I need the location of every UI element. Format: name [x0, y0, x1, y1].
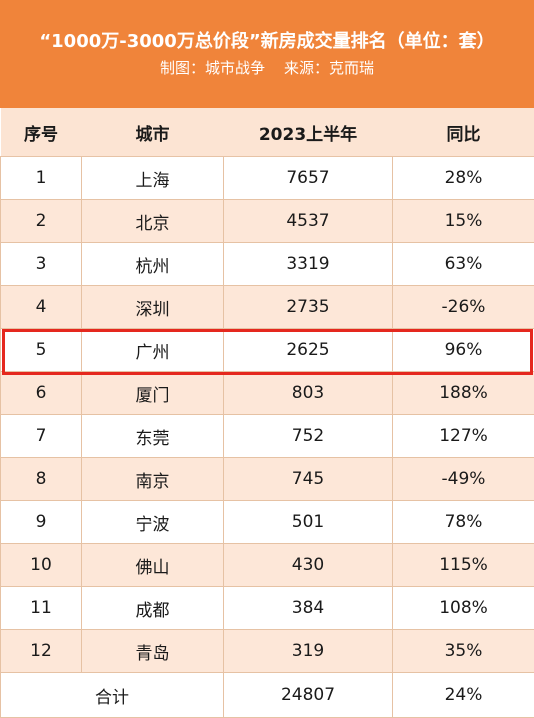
cell-yoy: -49% — [393, 458, 534, 501]
cell-rank: 11 — [1, 587, 82, 630]
cell-rank: 5 — [1, 329, 82, 372]
table-row: 12 青岛 319 35% — [1, 630, 534, 673]
cell-volume: 803 — [224, 372, 393, 415]
cell-volume: 752 — [224, 415, 393, 458]
table-row: 7 东莞 752 127% — [1, 415, 534, 458]
cell-rank: 6 — [1, 372, 82, 415]
cell-rank: 10 — [1, 544, 82, 587]
cell-city: 广州 — [82, 329, 224, 372]
total-yoy: 24% — [393, 673, 534, 718]
cell-rank: 9 — [1, 501, 82, 544]
column-header-yoy: 同比 — [393, 108, 534, 157]
cell-yoy: -26% — [393, 286, 534, 329]
cell-yoy: 127% — [393, 415, 534, 458]
table-total-row: 合计 24807 24% — [1, 673, 534, 718]
cell-city: 佛山 — [82, 544, 224, 587]
cell-city: 青岛 — [82, 630, 224, 673]
cell-rank: 12 — [1, 630, 82, 673]
header-banner: “1000万-3000万总价段”新房成交量排名（单位：套） 制图：城市战争 来源… — [0, 0, 534, 108]
table-header-row: 序号 城市 2023上半年 同比 — [1, 108, 534, 157]
table-row: 8 南京 745 -49% — [1, 458, 534, 501]
table-row: 10 佛山 430 115% — [1, 544, 534, 587]
cell-volume: 7657 — [224, 157, 393, 200]
page-subtitle: 制图：城市战争 来源：克而瑞 — [0, 58, 534, 78]
cell-yoy: 188% — [393, 372, 534, 415]
cell-city: 深圳 — [82, 286, 224, 329]
cell-yoy: 63% — [393, 243, 534, 286]
cell-yoy: 108% — [393, 587, 534, 630]
table-row: 9 宁波 501 78% — [1, 501, 534, 544]
cell-rank: 1 — [1, 157, 82, 200]
table-row: 4 深圳 2735 -26% — [1, 286, 534, 329]
cell-volume: 2625 — [224, 329, 393, 372]
table-row: 11 成都 384 108% — [1, 587, 534, 630]
cell-yoy: 15% — [393, 200, 534, 243]
column-header-city: 城市 — [82, 108, 224, 157]
ranking-table: 序号 城市 2023上半年 同比 1 上海 7657 28% 2 北京 4537… — [0, 108, 534, 718]
cell-rank: 7 — [1, 415, 82, 458]
total-label: 合计 — [1, 673, 224, 718]
column-header-rank: 序号 — [1, 108, 82, 157]
cell-city: 南京 — [82, 458, 224, 501]
table-row: 6 厦门 803 188% — [1, 372, 534, 415]
cell-city: 厦门 — [82, 372, 224, 415]
total-volume: 24807 — [224, 673, 393, 718]
cell-city: 上海 — [82, 157, 224, 200]
cell-city: 东莞 — [82, 415, 224, 458]
cell-rank: 2 — [1, 200, 82, 243]
cell-volume: 430 — [224, 544, 393, 587]
cell-volume: 501 — [224, 501, 393, 544]
cell-volume: 745 — [224, 458, 393, 501]
cell-yoy: 96% — [393, 329, 534, 372]
column-header-volume: 2023上半年 — [224, 108, 393, 157]
cell-volume: 384 — [224, 587, 393, 630]
cell-rank: 4 — [1, 286, 82, 329]
table-row: 1 上海 7657 28% — [1, 157, 534, 200]
table-row: 3 杭州 3319 63% — [1, 243, 534, 286]
table-row: 2 北京 4537 15% — [1, 200, 534, 243]
cell-yoy: 35% — [393, 630, 534, 673]
cell-volume: 3319 — [224, 243, 393, 286]
cell-city: 宁波 — [82, 501, 224, 544]
cell-volume: 2735 — [224, 286, 393, 329]
cell-city: 成都 — [82, 587, 224, 630]
cell-yoy: 78% — [393, 501, 534, 544]
cell-rank: 8 — [1, 458, 82, 501]
cell-rank: 3 — [1, 243, 82, 286]
cell-yoy: 115% — [393, 544, 534, 587]
cell-volume: 4537 — [224, 200, 393, 243]
cell-yoy: 28% — [393, 157, 534, 200]
cell-city: 北京 — [82, 200, 224, 243]
cell-city: 杭州 — [82, 243, 224, 286]
table-row-highlighted: 5 广州 2625 96% — [1, 329, 534, 372]
cell-volume: 319 — [224, 630, 393, 673]
page-title: “1000万-3000万总价段”新房成交量排名（单位：套） — [0, 30, 534, 54]
